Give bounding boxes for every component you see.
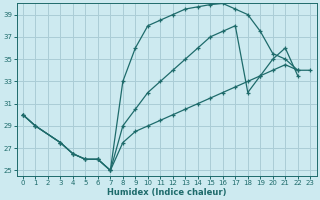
X-axis label: Humidex (Indice chaleur): Humidex (Indice chaleur) <box>107 188 226 197</box>
